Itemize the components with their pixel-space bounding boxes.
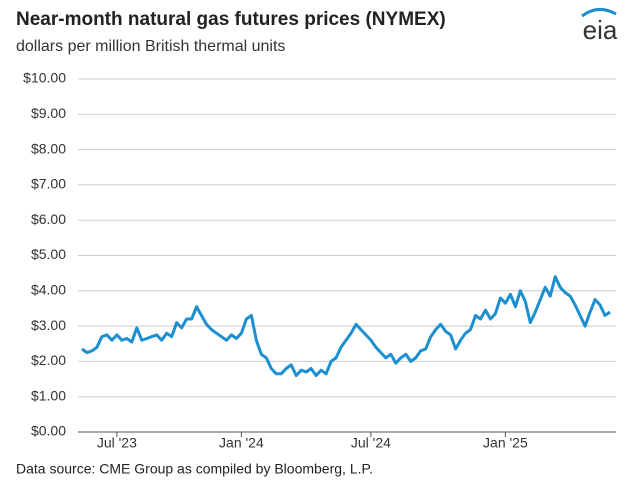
y-tick-label: $7.00 [31,176,66,192]
y-tick-label: $0.00 [31,423,66,439]
logo: eia [583,15,618,45]
x-tick-label: Jan '25 [483,435,528,451]
price-line [81,275,611,377]
source-note: Data source: CME Group as compiled by Bl… [16,461,373,477]
chart-title: Near-month natural gas futures prices (N… [16,9,446,30]
y-tick-label: $5.00 [31,246,66,262]
y-tick-label: $4.00 [31,282,66,298]
y-tick-label: $9.00 [31,105,66,121]
y-tick-label: $6.00 [31,211,66,227]
chart-subtitle: dollars per million British thermal unit… [16,38,285,55]
logo-arc [581,8,617,18]
y-tick-label: $1.00 [31,387,66,403]
y-tick-label: $2.00 [31,352,66,368]
y-tick-label: $8.00 [31,140,66,156]
x-tick-label: Jul '24 [351,435,391,451]
y-tick-label: $10.00 [23,70,66,86]
x-tick-label: Jan '24 [219,435,264,451]
y-tick-label: $3.00 [31,317,66,333]
x-tick-label: Jul '23 [97,435,137,451]
